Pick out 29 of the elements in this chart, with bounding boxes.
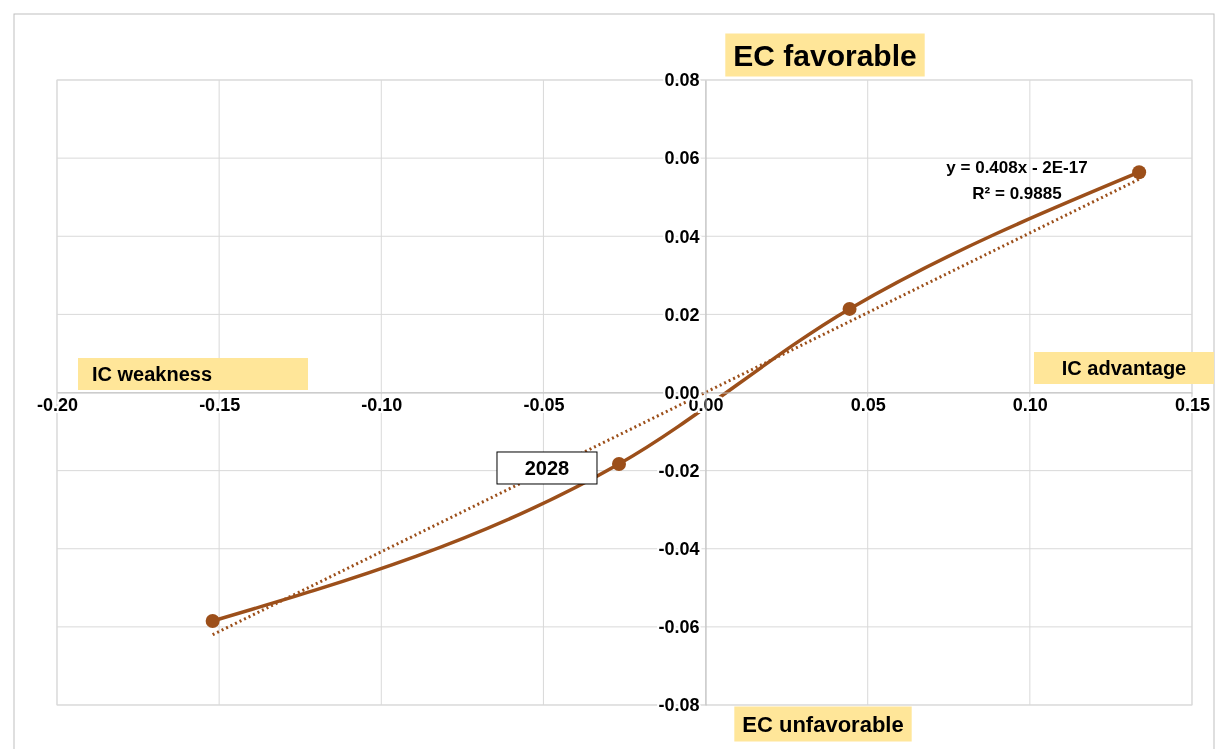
x-tick-label: -0.10 [361, 395, 403, 416]
annotation: y = 0.408x - 2E-17 [946, 158, 1088, 177]
x-tick-label: 0.15 [1174, 395, 1211, 416]
y-tick-label: 0.06 [664, 148, 700, 169]
x-tick-label: -0.20 [36, 395, 79, 416]
y-tick-label: 0.08 [664, 70, 700, 91]
text-box: 2028 [496, 451, 598, 485]
annotation: IC advantage [1061, 357, 1187, 379]
x-tick-label: 0.10 [1012, 395, 1048, 416]
text-box: IC weakness [78, 358, 308, 390]
y-tick-label: 0.02 [664, 304, 700, 325]
text-box: IC advantage [1034, 352, 1214, 384]
point [842, 301, 857, 316]
y-tick-label: 0.04 [664, 226, 700, 247]
y-tick-label: -0.08 [658, 695, 700, 716]
annotation: R² = 0.9885 [972, 184, 1062, 203]
x-tick-label: -0.05 [523, 395, 565, 416]
text-box: EC unfavorable [734, 706, 912, 742]
annotation: 2028 [524, 456, 570, 479]
x-tick-label: -0.15 [199, 395, 241, 416]
point [205, 614, 220, 629]
text-box: EC favorable [725, 33, 925, 77]
point [1132, 165, 1147, 180]
x-tick-label: 0.05 [850, 395, 886, 416]
y-tick-label: -0.02 [658, 460, 700, 481]
point [611, 456, 626, 471]
y-tick-label: -0.06 [658, 617, 700, 638]
annotation: IC weakness [92, 363, 213, 385]
y-tick-label: -0.04 [658, 539, 700, 560]
